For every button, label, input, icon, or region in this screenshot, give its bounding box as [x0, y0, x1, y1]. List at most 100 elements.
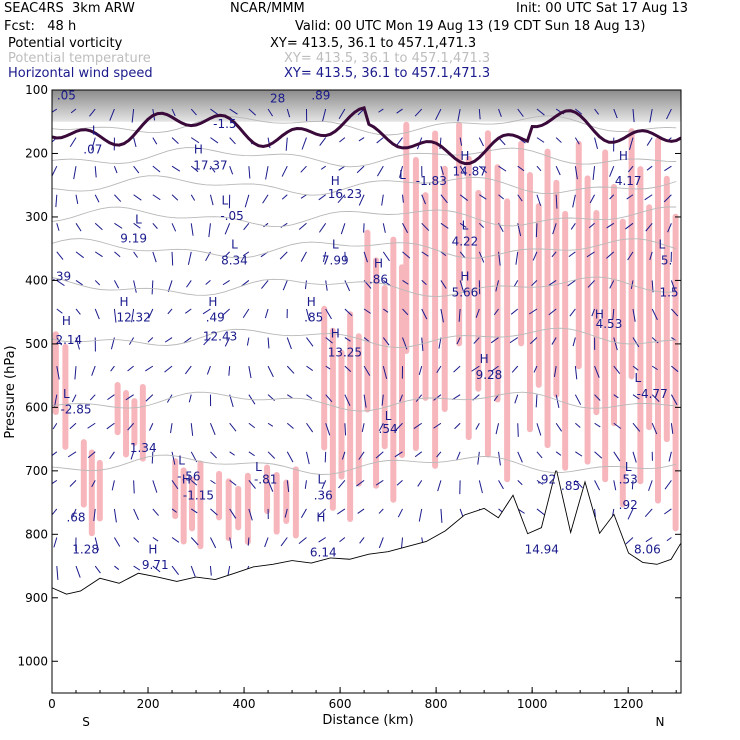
wind-vector [572, 337, 576, 347]
wind-vector [151, 451, 154, 464]
wind-vector [517, 423, 519, 437]
field-label: .89 [311, 89, 330, 103]
wind-vector [569, 308, 576, 317]
wind-vector [344, 423, 347, 436]
wind-vector [210, 165, 216, 173]
field-label: 4.22 [452, 235, 479, 249]
wind-vector [304, 480, 307, 489]
wind-vector [227, 565, 231, 576]
wind-speed-shading [593, 210, 600, 416]
wind-vector [498, 165, 507, 172]
wind-vector [190, 565, 196, 577]
wind-vector [606, 251, 615, 259]
wind-speed-shading [172, 458, 179, 520]
wind-vector [382, 251, 390, 262]
wind-vector [321, 480, 327, 490]
wind-vector [75, 223, 82, 232]
field-label: .92 [537, 473, 556, 487]
wind-vector [171, 508, 177, 513]
wind-vector [52, 108, 58, 113]
x-tick-label: 0 [48, 697, 56, 711]
wind-vector [152, 251, 157, 263]
wind-vector [536, 194, 542, 206]
wind-vector [670, 423, 674, 434]
wind-vector [267, 365, 274, 378]
wind-vector [588, 222, 595, 229]
wind-vector [170, 423, 173, 434]
wind-vector [188, 394, 192, 403]
wind-vector [131, 108, 135, 123]
wind-vector [152, 565, 161, 573]
y-tick-label: 300 [25, 210, 48, 224]
wind-vector [378, 508, 384, 514]
wind-vector [528, 308, 538, 315]
wind-vector [286, 337, 292, 350]
wind-vector [56, 251, 64, 260]
field-label: -.81 [254, 473, 277, 487]
wind-vector [459, 280, 465, 293]
wind-vector [548, 308, 557, 316]
wind-vector [190, 194, 196, 201]
wind-vector [555, 137, 562, 143]
wind-vector [56, 280, 65, 287]
wind-vector [338, 108, 346, 120]
wind-vector [338, 165, 346, 171]
field-label: 8.06 [634, 542, 661, 556]
wind-vector [490, 337, 499, 344]
wind-vector [473, 337, 480, 344]
wind-vector [56, 223, 60, 231]
wind-vector [209, 423, 216, 436]
field-label: .05 [57, 89, 76, 103]
wind-vector [666, 108, 672, 120]
wind-speed-shading [114, 381, 121, 436]
wind-vector [421, 280, 427, 285]
wind-vector [454, 422, 461, 430]
wind-vector [53, 537, 58, 548]
wind-vector [532, 251, 538, 261]
wind-vector [418, 508, 423, 522]
field-label: .92 [619, 498, 638, 512]
wind-vector [304, 280, 307, 290]
wind-vector [361, 423, 365, 433]
wind-vector [87, 422, 96, 429]
legend-pv-xy: XY= 413.5, 36.1 to 457.1,471.3 [270, 36, 477, 51]
wind-vector [69, 422, 77, 430]
wind-speed-shading [216, 470, 223, 521]
wind-vector [378, 108, 384, 113]
wind-vector [87, 451, 96, 459]
wind-vector [418, 365, 423, 376]
wind-vector [613, 365, 621, 375]
wind-vector [241, 280, 250, 287]
wind-vector [322, 251, 327, 262]
wind-vector [415, 394, 423, 402]
wind-vector [106, 422, 115, 430]
wind-vector [383, 308, 389, 313]
wind-vector [536, 479, 544, 485]
wind-vector [453, 365, 461, 373]
wind-vector [340, 223, 346, 235]
wind-speed-shading [197, 460, 204, 550]
wind-vector [69, 480, 77, 487]
wind-vector [325, 365, 331, 370]
wind-vector [114, 251, 121, 258]
wind-vector [651, 394, 660, 402]
wind-vector [478, 137, 484, 147]
field-label: 17.37 [193, 158, 227, 172]
wind-vector [570, 223, 576, 230]
wind-vector [152, 194, 161, 201]
wind-vector [513, 280, 519, 287]
wind-speed-shading [553, 179, 560, 398]
field-label: .86 [369, 273, 388, 287]
wind-vector [267, 422, 274, 427]
wind-vector [632, 337, 640, 348]
wind-vector [363, 337, 370, 343]
y-tick-label: 700 [25, 464, 48, 478]
field-label: .85 [561, 479, 580, 493]
wind-vector [394, 451, 403, 458]
wind-vector [152, 222, 158, 229]
wind-vector [357, 508, 365, 514]
wind-vector [396, 479, 403, 486]
field-label: H [480, 352, 489, 366]
field-label: .39 [52, 269, 71, 283]
field-label: H [316, 511, 325, 525]
